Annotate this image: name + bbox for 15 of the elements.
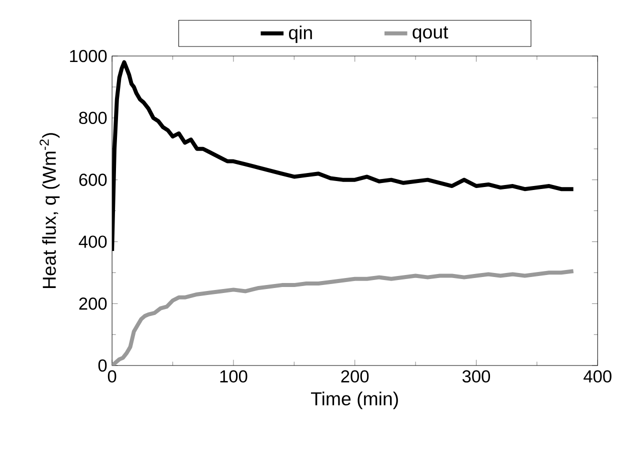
legend-label: qout xyxy=(412,26,448,42)
x-tick-label: 200 xyxy=(341,370,369,383)
x-tick-label: 300 xyxy=(462,370,490,383)
y-tick-label: 600 xyxy=(79,174,107,186)
y-tick-label: 0 xyxy=(98,360,107,372)
legend-label: qin xyxy=(288,26,312,44)
y-axis-title: Heat flux, q (Wm$^{-2}$) xyxy=(40,133,60,288)
y-tick-label: 800 xyxy=(79,112,107,124)
x-axis-title: Time (min) xyxy=(311,392,398,410)
x-tick-label: 0 xyxy=(108,370,116,383)
x-tick-label: 400 xyxy=(584,370,612,383)
y-tick-label: 200 xyxy=(79,298,107,310)
x-tick-label: 100 xyxy=(220,370,248,383)
y-tick-label: 400 xyxy=(78,236,107,248)
y-tick-label: 1000 xyxy=(70,50,107,62)
